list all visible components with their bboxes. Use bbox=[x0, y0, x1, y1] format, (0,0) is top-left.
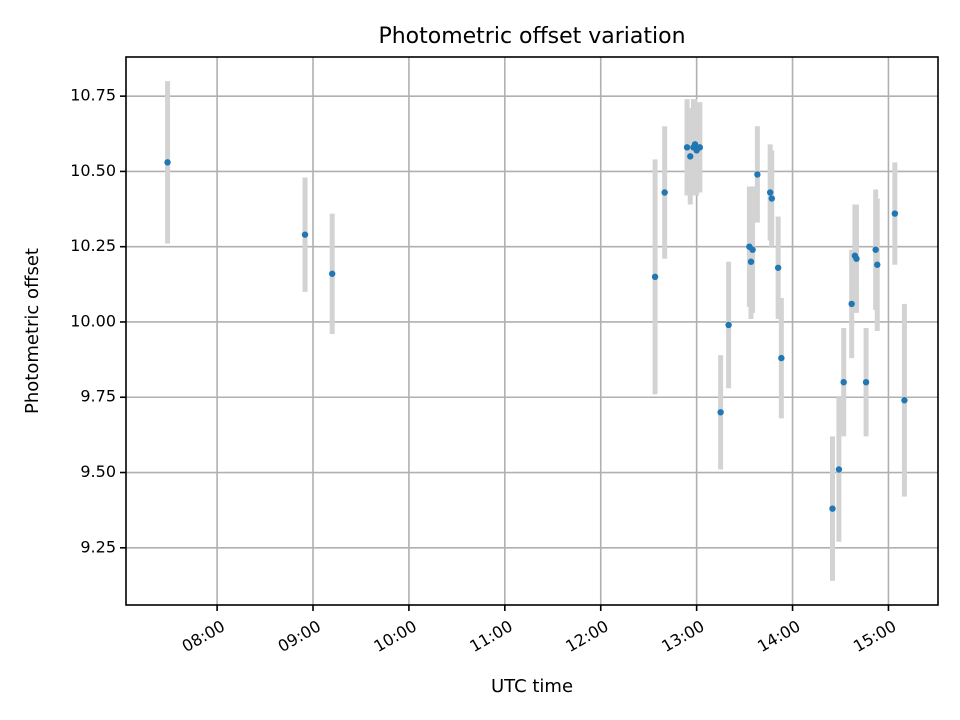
y-tick-label: 10.50 bbox=[70, 161, 116, 180]
y-tick-label: 10.75 bbox=[70, 86, 116, 105]
data-point bbox=[696, 144, 704, 151]
data-point bbox=[661, 189, 668, 196]
x-tick-label: 09:00 bbox=[275, 616, 324, 656]
data-point bbox=[691, 141, 699, 148]
data-point bbox=[725, 321, 732, 329]
data-point bbox=[301, 231, 309, 238]
plot-frame bbox=[125, 56, 939, 606]
y-tick-label: 9.25 bbox=[80, 537, 116, 556]
chart-title: Photometric offset variation bbox=[378, 24, 685, 49]
data-point bbox=[848, 300, 855, 308]
data-point bbox=[687, 153, 694, 160]
error-bars bbox=[165, 81, 907, 581]
data-point bbox=[874, 261, 881, 268]
x-tick-label: 10:00 bbox=[370, 616, 419, 656]
y-tick-label: 9.50 bbox=[80, 462, 116, 481]
data-point bbox=[749, 246, 756, 253]
y-tick-label: 10.00 bbox=[70, 311, 116, 330]
data-point bbox=[717, 409, 724, 416]
data-point bbox=[872, 246, 879, 253]
grid bbox=[126, 57, 938, 605]
data-point bbox=[768, 195, 775, 202]
x-tick-label: 13:00 bbox=[658, 616, 707, 656]
data-point bbox=[840, 378, 847, 386]
data-point bbox=[164, 159, 171, 166]
data-point bbox=[651, 273, 659, 281]
x-tick-label: 14:00 bbox=[754, 616, 803, 656]
data-point bbox=[778, 354, 785, 362]
data-point bbox=[747, 258, 755, 265]
data-point bbox=[328, 270, 336, 277]
data-point bbox=[891, 210, 899, 217]
data-point bbox=[754, 171, 761, 178]
data-point bbox=[766, 189, 774, 196]
data-point bbox=[901, 397, 908, 404]
data-point bbox=[835, 466, 843, 473]
data-point bbox=[862, 378, 870, 386]
y-axis-label: Photometric offset bbox=[22, 248, 43, 414]
data-point bbox=[829, 505, 836, 512]
x-tick-label: 15:00 bbox=[850, 616, 899, 656]
data-points bbox=[164, 141, 908, 512]
data-point bbox=[683, 144, 691, 151]
data-point bbox=[774, 264, 782, 271]
x-tick-label: 11:00 bbox=[466, 616, 515, 656]
y-tick-label: 10.25 bbox=[70, 236, 116, 255]
x-tick-label: 12:00 bbox=[562, 616, 611, 656]
data-point bbox=[853, 255, 860, 262]
x-tick-label: 08:00 bbox=[179, 616, 228, 656]
y-tick-label: 9.75 bbox=[80, 387, 116, 406]
x-axis-label: UTC time bbox=[491, 676, 573, 697]
